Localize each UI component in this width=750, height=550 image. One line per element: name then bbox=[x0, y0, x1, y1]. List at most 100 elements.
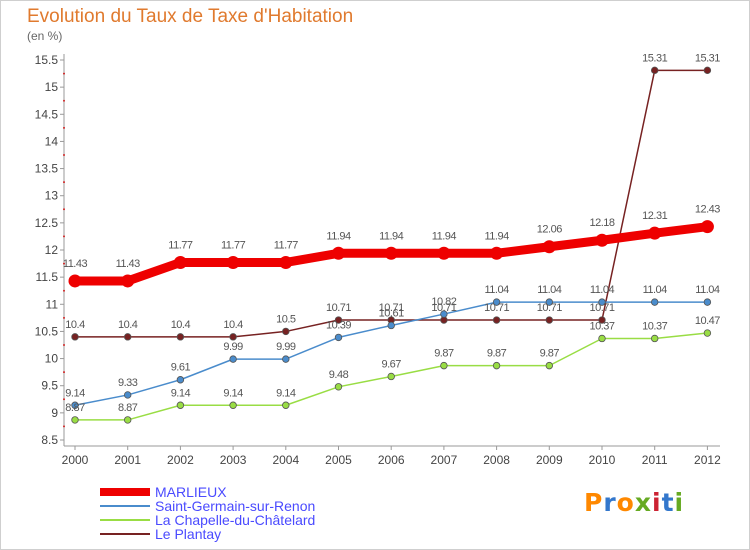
series-point-1 bbox=[440, 310, 448, 318]
data-label: 8.87 bbox=[118, 402, 138, 414]
series-point-3 bbox=[71, 333, 79, 341]
data-label: 10.4 bbox=[118, 319, 138, 331]
legend-label: Le Plantay bbox=[155, 526, 222, 542]
logo-letter: i bbox=[652, 488, 662, 517]
series-point-0 bbox=[384, 246, 398, 260]
x-tick-label: 2004 bbox=[272, 453, 299, 467]
data-label: 12.18 bbox=[589, 217, 614, 229]
data-label: 11.43 bbox=[116, 258, 141, 270]
data-label: 10.71 bbox=[537, 302, 562, 314]
data-label: 15.31 bbox=[642, 52, 667, 64]
series-point-1 bbox=[387, 321, 395, 330]
series-point-3 bbox=[229, 333, 237, 341]
y-tick-label: 13.5 bbox=[35, 162, 59, 176]
y-minor-tick bbox=[63, 425, 65, 428]
y-minor-tick bbox=[63, 316, 65, 319]
series-point-1 bbox=[229, 355, 237, 363]
x-tick-label: 2001 bbox=[114, 453, 141, 467]
series-point-3 bbox=[492, 316, 501, 324]
series-point-0 bbox=[279, 255, 293, 269]
y-tick-label: 10 bbox=[45, 352, 59, 366]
data-label: 9.14 bbox=[65, 387, 85, 399]
series-point-2 bbox=[123, 416, 132, 424]
y-minor-tick bbox=[63, 154, 65, 156]
y-tick-label: 13 bbox=[45, 189, 59, 203]
data-label: 10.61 bbox=[379, 307, 404, 319]
series-point-1 bbox=[123, 391, 132, 399]
series-point-3 bbox=[598, 316, 606, 324]
series-line-3 bbox=[74, 69, 709, 338]
y-minor-tick bbox=[63, 289, 65, 292]
x-tick-label: 2011 bbox=[642, 453, 668, 467]
proxiti-logo: Proxiti bbox=[584, 488, 684, 517]
data-labels-layer: 10.4 10.4 10.4 10.4 10.5 10.71 10.71 10.71 10.71… bbox=[63, 52, 721, 414]
data-label: 11.77 bbox=[274, 239, 299, 251]
legend-swatch bbox=[100, 488, 150, 496]
series-point-1 bbox=[651, 298, 659, 306]
x-tick-label: 2012 bbox=[694, 453, 721, 467]
data-label: 9.67 bbox=[381, 358, 401, 370]
series-point-3 bbox=[123, 333, 132, 341]
logo-letter: r bbox=[603, 488, 617, 517]
chart-title: Evolution du Taux de Taxe d'Habitation bbox=[27, 6, 354, 27]
data-label: 10.39 bbox=[326, 319, 351, 331]
series-point-1 bbox=[176, 376, 185, 384]
series-point-0 bbox=[648, 226, 662, 240]
data-label: 11.04 bbox=[643, 284, 668, 296]
series-point-3 bbox=[176, 333, 185, 341]
series-point-1 bbox=[334, 333, 343, 342]
y-tick-label: 9.5 bbox=[41, 379, 58, 393]
x-tick-label: 2006 bbox=[378, 453, 405, 467]
series-point-2 bbox=[440, 361, 448, 370]
data-label: 11.94 bbox=[484, 230, 509, 242]
y-minor-tick bbox=[63, 398, 65, 401]
series-point-1 bbox=[545, 298, 553, 306]
x-tick-label: 2003 bbox=[220, 453, 247, 467]
data-label: 11.77 bbox=[221, 239, 246, 251]
series-point-0 bbox=[226, 255, 240, 269]
y-minor-tick bbox=[63, 72, 65, 75]
series-point-2 bbox=[71, 416, 79, 424]
legend-swatch bbox=[100, 505, 150, 507]
data-label: 10.5 bbox=[276, 313, 296, 325]
legend-label: La Chapelle-du-Châtelard bbox=[155, 512, 316, 528]
y-tick-label: 9 bbox=[51, 406, 58, 420]
x-tick-label: 2010 bbox=[589, 453, 616, 467]
series-point-1 bbox=[492, 298, 501, 306]
series-point-0 bbox=[542, 240, 556, 254]
data-label: 10.71 bbox=[589, 302, 614, 314]
y-tick-label: 8.5 bbox=[41, 433, 58, 447]
series-point-3 bbox=[282, 327, 290, 336]
x-tick-label: 2005 bbox=[325, 453, 352, 467]
data-label: 9.99 bbox=[223, 341, 243, 353]
legend: MARLIEUX Saint-Germain-sur-Renon La Chapel… bbox=[100, 484, 430, 542]
data-label: 11.04 bbox=[695, 284, 720, 296]
series-point-2 bbox=[229, 401, 237, 409]
y-minor-tick bbox=[63, 99, 65, 102]
legend-item: MARLIEUX bbox=[100, 484, 430, 500]
data-label: 9.48 bbox=[329, 369, 349, 381]
logo-letter: t bbox=[661, 488, 675, 517]
data-label: 8.87 bbox=[65, 402, 85, 414]
data-label: 10.47 bbox=[695, 315, 720, 327]
legend-item: Le Plantay bbox=[100, 526, 430, 542]
series-point-3 bbox=[334, 316, 343, 324]
y-tick-label: 15.5 bbox=[35, 53, 59, 67]
series-point-2 bbox=[703, 329, 712, 337]
legend-swatch bbox=[100, 519, 150, 521]
data-label: 11.04 bbox=[484, 284, 509, 296]
data-label: 10.4 bbox=[223, 319, 243, 331]
data-label: 9.87 bbox=[434, 348, 454, 360]
series-point-0 bbox=[437, 246, 451, 260]
y-tick-label: 15 bbox=[45, 80, 59, 94]
legend-item: Saint-Germain-sur-Renon bbox=[100, 498, 430, 514]
series-point-2 bbox=[598, 334, 606, 343]
x-tick-label: 2000 bbox=[62, 453, 89, 467]
data-label: 11.94 bbox=[326, 230, 351, 242]
series-point-1 bbox=[598, 298, 606, 306]
series-point-3 bbox=[545, 316, 553, 324]
legend-item: La Chapelle-du-Châtelard bbox=[100, 512, 430, 528]
data-label: 11.04 bbox=[590, 284, 615, 296]
data-label: 9.87 bbox=[487, 348, 507, 360]
